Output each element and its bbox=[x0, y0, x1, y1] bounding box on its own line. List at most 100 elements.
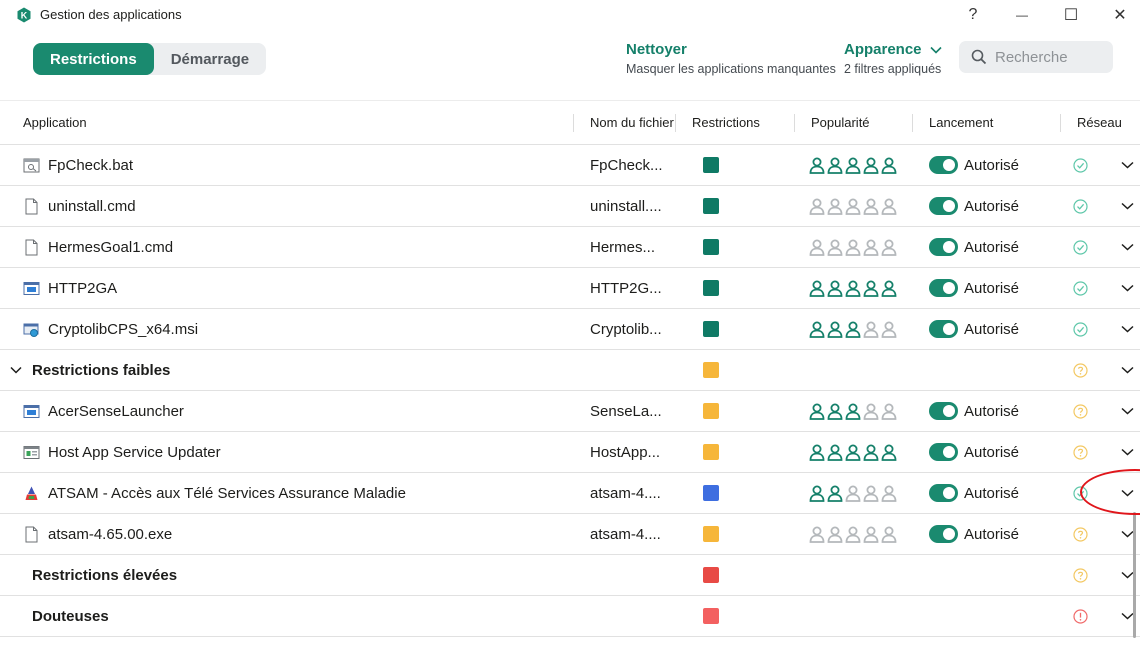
column-resize-handle[interactable] bbox=[675, 114, 676, 132]
launch-toggle[interactable] bbox=[929, 443, 958, 461]
restriction-indicator[interactable] bbox=[703, 227, 719, 267]
minimize-button[interactable]: — bbox=[999, 2, 1045, 28]
user-filled-icon bbox=[881, 280, 897, 297]
file-name: HTTP2G... bbox=[590, 279, 662, 297]
search-input[interactable] bbox=[995, 48, 1105, 66]
column-resize-handle[interactable] bbox=[794, 114, 795, 132]
popularity-rating bbox=[809, 309, 897, 349]
popularity-rating bbox=[809, 432, 897, 472]
restriction-indicator[interactable] bbox=[703, 391, 719, 431]
restriction-indicator[interactable] bbox=[703, 350, 719, 390]
vertical-scrollbar[interactable] bbox=[1133, 512, 1136, 638]
user-filled-icon bbox=[827, 444, 843, 461]
launch-toggle[interactable] bbox=[929, 197, 958, 215]
column-restrictions[interactable]: Restrictions bbox=[692, 115, 760, 130]
app-name: Host App Service Updater bbox=[48, 443, 221, 461]
launch-toggle[interactable] bbox=[929, 238, 958, 256]
group-row-restrictions-elevees[interactable]: Restrictions élevées bbox=[0, 555, 1140, 596]
expand-chevron-icon[interactable] bbox=[1118, 309, 1136, 349]
table-row[interactable]: AcerSenseLauncher SenseLa... Autorisé bbox=[0, 391, 1140, 432]
expand-chevron-icon[interactable] bbox=[1118, 350, 1136, 390]
network-unknown-icon bbox=[1072, 350, 1088, 390]
user-empty-icon bbox=[827, 198, 843, 215]
restriction-indicator[interactable] bbox=[703, 432, 719, 472]
table-row[interactable]: FpCheck.bat FpCheck... Autorisé bbox=[0, 145, 1140, 186]
search-box[interactable] bbox=[959, 41, 1113, 73]
expand-chevron-icon[interactable] bbox=[1118, 227, 1136, 267]
user-empty-icon bbox=[881, 198, 897, 215]
launch-status: Autorisé bbox=[964, 279, 1020, 297]
table-row[interactable]: CryptolibCPS_x64.msi Cryptolib... Autori… bbox=[0, 309, 1140, 350]
clean-subtitle: Masquer les applications manquantes bbox=[626, 62, 836, 76]
user-filled-icon bbox=[809, 485, 825, 502]
file-name: HostApp... bbox=[590, 443, 661, 461]
svg-text:K: K bbox=[21, 11, 28, 21]
column-application[interactable]: Application bbox=[23, 115, 87, 130]
expand-chevron-icon[interactable] bbox=[1118, 473, 1136, 513]
restriction-indicator[interactable] bbox=[703, 555, 719, 595]
launch-toggle[interactable] bbox=[929, 279, 958, 297]
table-row[interactable]: uninstall.cmd uninstall.... Autorisé bbox=[0, 186, 1140, 227]
user-empty-icon bbox=[881, 485, 897, 502]
launch-status: Autorisé bbox=[964, 320, 1020, 338]
expand-chevron-icon[interactable] bbox=[1118, 555, 1136, 595]
column-resize-handle[interactable] bbox=[573, 114, 574, 132]
user-empty-icon bbox=[845, 526, 861, 543]
restriction-indicator[interactable] bbox=[703, 186, 719, 226]
appearance-title[interactable]: Apparence bbox=[844, 41, 942, 58]
user-empty-icon bbox=[863, 526, 879, 543]
user-empty-icon bbox=[809, 526, 825, 543]
column-popularity[interactable]: Popularité bbox=[811, 115, 870, 130]
restriction-indicator[interactable] bbox=[703, 473, 719, 513]
column-filename[interactable]: Nom du fichier bbox=[590, 115, 674, 130]
table-row[interactable]: ATSAM - Accès aux Télé Services Assuranc… bbox=[0, 473, 1140, 514]
expand-chevron-icon[interactable] bbox=[1118, 514, 1136, 554]
app-name: uninstall.cmd bbox=[48, 197, 136, 215]
expand-chevron-icon[interactable] bbox=[1118, 268, 1136, 308]
launch-control: Autorisé bbox=[929, 227, 1019, 267]
table-row[interactable]: Host App Service Updater HostApp... Auto… bbox=[0, 432, 1140, 473]
table-row[interactable]: HTTP2GA HTTP2G... Autorisé bbox=[0, 268, 1140, 309]
expand-chevron-icon[interactable] bbox=[1118, 391, 1136, 431]
restriction-indicator[interactable] bbox=[703, 309, 719, 349]
group-row-douteuses[interactable]: Douteuses bbox=[0, 596, 1140, 637]
close-button[interactable]: ✕ bbox=[1097, 2, 1140, 28]
launch-toggle[interactable] bbox=[929, 525, 958, 543]
restriction-indicator[interactable] bbox=[703, 596, 719, 636]
expand-chevron-icon[interactable] bbox=[1118, 596, 1136, 636]
column-resize-handle[interactable] bbox=[1060, 114, 1061, 132]
group-name: Restrictions faibles bbox=[32, 361, 171, 379]
expand-chevron-icon[interactable] bbox=[1118, 145, 1136, 185]
launch-toggle[interactable] bbox=[929, 320, 958, 338]
column-launch[interactable]: Lancement bbox=[929, 115, 994, 130]
appearance-action[interactable]: Apparence 2 filtres appliqués bbox=[844, 41, 942, 76]
group-name: Douteuses bbox=[32, 607, 109, 625]
network-ok-icon bbox=[1072, 145, 1088, 185]
table-row[interactable]: atsam-4.65.00.exe atsam-4.... Autorisé bbox=[0, 514, 1140, 555]
service-app-icon bbox=[23, 432, 40, 472]
tab-demarrage[interactable]: Démarrage bbox=[170, 50, 250, 68]
expand-chevron-icon[interactable] bbox=[1118, 432, 1136, 472]
collapse-chevron-icon[interactable] bbox=[8, 350, 24, 390]
launch-toggle[interactable] bbox=[929, 402, 958, 420]
column-network[interactable]: Réseau bbox=[1077, 115, 1122, 130]
launch-toggle[interactable] bbox=[929, 484, 958, 502]
clean-title[interactable]: Nettoyer bbox=[626, 41, 687, 58]
column-resize-handle[interactable] bbox=[912, 114, 913, 132]
table-row[interactable]: HermesGoal1.cmd Hermes... Autorisé bbox=[0, 227, 1140, 268]
tab-restrictions[interactable]: Restrictions bbox=[33, 43, 154, 75]
document-icon bbox=[23, 186, 40, 226]
user-filled-icon bbox=[809, 280, 825, 297]
launch-toggle[interactable] bbox=[929, 156, 958, 174]
clean-action[interactable]: Nettoyer Masquer les applications manqua… bbox=[626, 41, 836, 76]
expand-chevron-icon[interactable] bbox=[1118, 186, 1136, 226]
launch-control: Autorisé bbox=[929, 186, 1019, 226]
batch-file-icon bbox=[23, 145, 40, 185]
restriction-indicator[interactable] bbox=[703, 514, 719, 554]
maximize-button[interactable]: ☐ bbox=[1048, 2, 1094, 28]
restriction-indicator[interactable] bbox=[703, 145, 719, 185]
restriction-indicator[interactable] bbox=[703, 268, 719, 308]
help-button[interactable]: ? bbox=[950, 2, 996, 28]
group-row-restrictions-faibles[interactable]: Restrictions faibles bbox=[0, 350, 1140, 391]
user-filled-icon bbox=[827, 485, 843, 502]
